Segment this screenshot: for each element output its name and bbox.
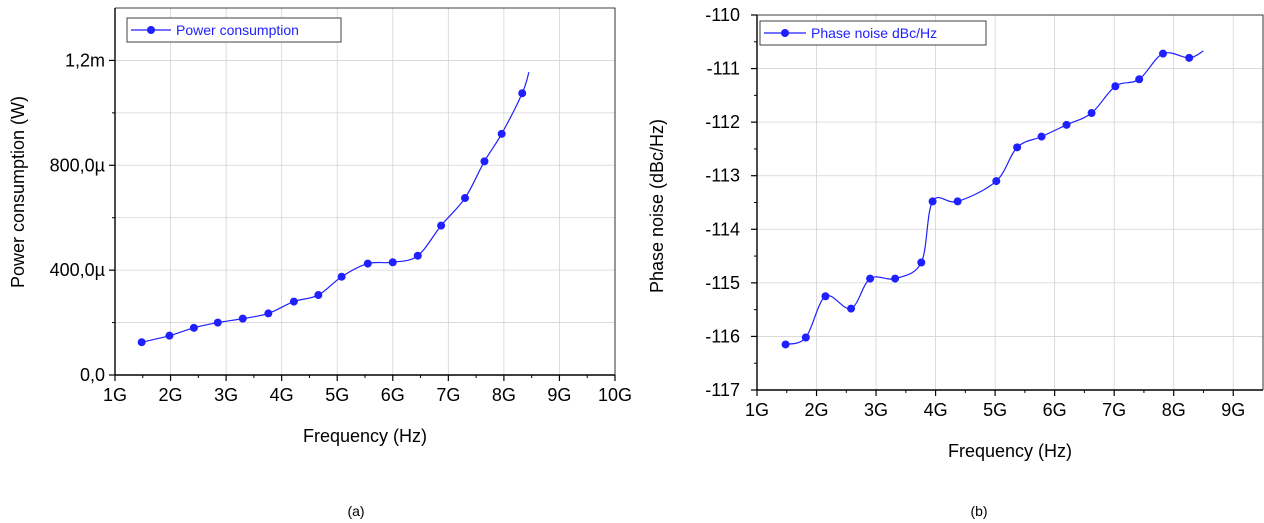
data-point bbox=[289, 297, 298, 306]
y-tick-label: -115 bbox=[705, 273, 740, 293]
x-tick-label: 8G bbox=[492, 385, 516, 405]
y-tick-labels: 0,0 400,0µ 800,0µ 1,2m bbox=[50, 50, 105, 385]
y-tick-label: -116 bbox=[705, 326, 740, 346]
y-tick-label: -114 bbox=[705, 219, 740, 239]
data-point bbox=[518, 89, 527, 98]
data-point bbox=[314, 291, 323, 300]
series-layer bbox=[137, 72, 530, 347]
gridlines bbox=[757, 15, 1263, 390]
x-tick-labels: 1G 2G 3G 4G 5G 6G 7G 8G 9G bbox=[745, 400, 1245, 420]
data-point bbox=[363, 259, 372, 268]
y-tick-label: 400,0µ bbox=[50, 260, 105, 280]
legend-label: Power consumption bbox=[176, 22, 299, 38]
x-axis-label: Frequency (Hz) bbox=[948, 441, 1072, 461]
data-point bbox=[953, 197, 962, 206]
x-tick-label: 10G bbox=[598, 385, 632, 405]
data-point bbox=[928, 197, 937, 206]
legend-marker bbox=[147, 26, 155, 34]
y-tick-label: -111 bbox=[707, 59, 740, 79]
y-tick-label: -112 bbox=[705, 112, 740, 132]
data-point bbox=[1135, 75, 1144, 84]
y-tick-label: -113 bbox=[705, 166, 740, 186]
data-point bbox=[917, 258, 926, 267]
data-point bbox=[1062, 120, 1071, 129]
data-point bbox=[847, 304, 856, 313]
data-point bbox=[461, 194, 469, 203]
y-tick-labels: -117 -116 -115 -114 -113 -112 -111 -110 bbox=[705, 5, 740, 400]
axes bbox=[751, 14, 1263, 396]
plot-frame bbox=[115, 8, 615, 375]
legend-marker bbox=[781, 29, 789, 37]
data-point bbox=[497, 129, 506, 138]
data-point bbox=[1185, 53, 1194, 62]
y-axis-label: Phase noise (dBc/Hz) bbox=[647, 119, 667, 293]
x-tick-label: 1G bbox=[103, 385, 127, 405]
x-tick-label: 2G bbox=[159, 385, 183, 405]
data-point bbox=[1087, 109, 1096, 118]
x-tick-label: 6G bbox=[381, 385, 405, 405]
data-point bbox=[821, 292, 830, 301]
data-point bbox=[891, 274, 900, 283]
caption-b: (b) bbox=[970, 503, 987, 519]
data-point bbox=[388, 258, 397, 267]
y-tick-label: 0,0 bbox=[80, 365, 105, 385]
x-tick-label: 9G bbox=[547, 385, 571, 405]
data-point bbox=[1111, 82, 1120, 91]
x-tick-label: 4G bbox=[924, 400, 948, 420]
data-point bbox=[801, 333, 810, 342]
caption-a: (a) bbox=[347, 503, 364, 519]
data-point bbox=[337, 272, 346, 281]
data-point bbox=[480, 157, 489, 166]
x-tick-label: 2G bbox=[805, 400, 829, 420]
y-tick-label: -117 bbox=[705, 380, 740, 400]
data-point bbox=[992, 177, 1001, 186]
plot-frame-right-top bbox=[115, 7, 616, 375]
axes bbox=[109, 8, 616, 381]
data-point bbox=[165, 331, 174, 340]
y-tick-label: 1,2m bbox=[65, 50, 105, 70]
x-tick-label: 8G bbox=[1162, 400, 1186, 420]
series-layer bbox=[781, 49, 1204, 349]
data-point bbox=[1013, 143, 1022, 152]
data-point bbox=[1158, 49, 1167, 58]
y-axis-label: Power consumption (W) bbox=[8, 96, 28, 288]
x-tick-label: 6G bbox=[1043, 400, 1067, 420]
data-point bbox=[238, 314, 247, 323]
x-tick-label: 5G bbox=[325, 385, 349, 405]
chart-phase-noise: 1G 2G 3G 4G 5G 6G 7G 8G 9G -117-116-115-114-113-… bbox=[647, 5, 1264, 461]
x-tick-label: 3G bbox=[864, 400, 888, 420]
x-tick-label: 9G bbox=[1221, 400, 1245, 420]
y-tick-label: -110 bbox=[705, 5, 740, 25]
plot-frame-right-top bbox=[757, 14, 1264, 390]
x-tick-labels: 1G 2G 3G 4G 5G 6G 7G 8G 9G 10G bbox=[103, 385, 632, 405]
x-tick-label: 1G bbox=[745, 400, 769, 420]
x-tick-label: 7G bbox=[436, 385, 460, 405]
y-tick-label: 800,0µ bbox=[50, 155, 105, 175]
legend: Phase noise dBc/Hz bbox=[759, 20, 987, 46]
x-tick-label: 5G bbox=[983, 400, 1007, 420]
data-point bbox=[1037, 132, 1046, 141]
plot-frame bbox=[757, 15, 1264, 390]
x-tick-label: 3G bbox=[214, 385, 238, 405]
data-point bbox=[189, 323, 198, 332]
x-tick-label: 7G bbox=[1102, 400, 1126, 420]
data-point bbox=[213, 318, 222, 327]
data-point bbox=[413, 251, 422, 260]
data-point bbox=[137, 338, 146, 347]
chart-power-consumption: 1G 2G 3G 4G 5G 6G 7G 8G 9G 10G 0,0 400,0µ 800,0µ 1,2… bbox=[8, 7, 632, 446]
x-tick-label: 4G bbox=[270, 385, 294, 405]
data-point bbox=[437, 221, 446, 230]
data-point bbox=[264, 309, 273, 318]
gridlines bbox=[115, 8, 615, 375]
data-point bbox=[781, 340, 790, 349]
legend: Power consumption bbox=[126, 17, 342, 43]
x-axis-label: Frequency (Hz) bbox=[303, 426, 427, 446]
data-point bbox=[866, 274, 875, 283]
legend-label: Phase noise dBc/Hz bbox=[811, 25, 937, 41]
